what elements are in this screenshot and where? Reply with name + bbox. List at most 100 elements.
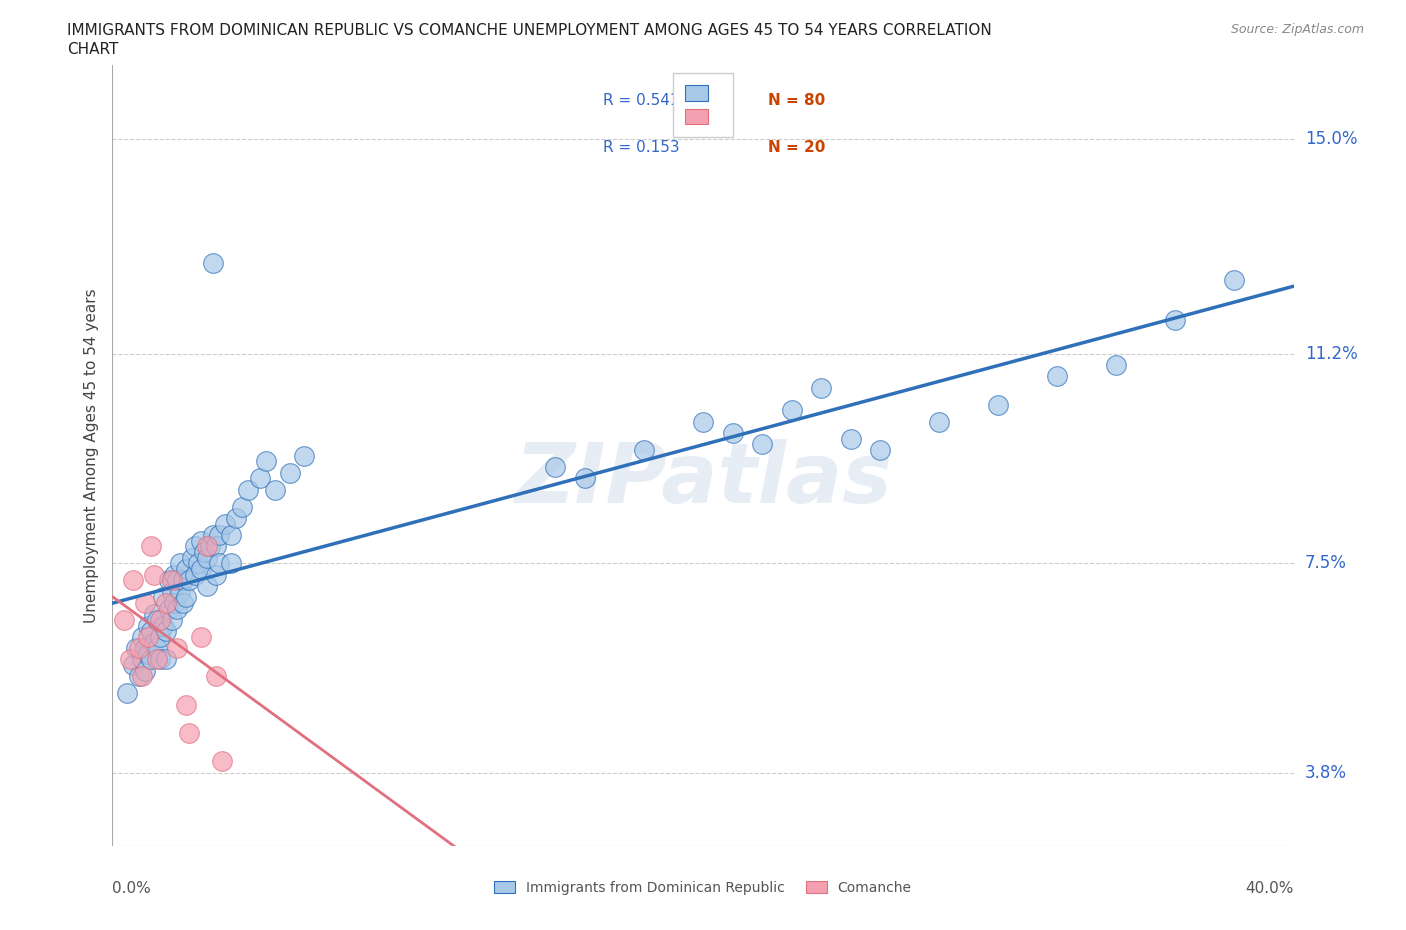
Text: R = 0.541: R = 0.541	[603, 93, 679, 108]
Point	[1046, 369, 1069, 384]
Point	[292, 448, 315, 463]
Point	[131, 630, 153, 644]
Point	[633, 443, 655, 458]
Point	[195, 551, 218, 565]
Point	[155, 624, 177, 639]
Point	[544, 459, 567, 474]
Text: N = 80: N = 80	[768, 93, 825, 108]
Text: 0.0%: 0.0%	[112, 881, 152, 896]
Point	[780, 403, 803, 418]
Point	[146, 641, 169, 656]
Point	[187, 556, 209, 571]
Point	[160, 573, 183, 588]
Point	[179, 573, 201, 588]
Point	[184, 538, 207, 553]
Point	[112, 613, 135, 628]
Point	[208, 556, 231, 571]
Y-axis label: Unemployment Among Ages 45 to 54 years: Unemployment Among Ages 45 to 54 years	[83, 288, 98, 623]
Point	[249, 471, 271, 485]
Point	[201, 527, 224, 542]
Point	[163, 567, 186, 582]
Point	[190, 630, 212, 644]
Point	[120, 652, 142, 667]
Point	[169, 584, 191, 599]
Text: IMMIGRANTS FROM DOMINICAN REPUBLIC VS COMANCHE UNEMPLOYMENT AMONG AGES 45 TO 54 : IMMIGRANTS FROM DOMINICAN REPUBLIC VS CO…	[67, 23, 993, 38]
Point	[149, 630, 172, 644]
Point	[160, 584, 183, 599]
Point	[157, 601, 180, 616]
Point	[142, 635, 165, 650]
Point	[134, 595, 156, 610]
Point	[231, 499, 253, 514]
Point	[174, 590, 197, 604]
Text: R = 0.153: R = 0.153	[603, 140, 679, 154]
Point	[166, 573, 188, 588]
Legend: Immigrants from Dominican Republic, Comanche: Immigrants from Dominican Republic, Coma…	[488, 874, 918, 902]
Point	[131, 652, 153, 667]
Point	[136, 646, 159, 661]
Point	[574, 471, 596, 485]
Point	[172, 595, 194, 610]
Point	[136, 618, 159, 633]
Point	[198, 538, 221, 553]
Point	[751, 437, 773, 452]
Point	[839, 432, 862, 446]
Point	[139, 624, 162, 639]
Point	[190, 533, 212, 548]
Point	[163, 595, 186, 610]
Text: ZIPatlas: ZIPatlas	[515, 439, 891, 520]
Point	[205, 538, 228, 553]
Point	[139, 652, 162, 667]
Point	[201, 256, 224, 271]
Point	[142, 606, 165, 621]
Point	[205, 567, 228, 582]
Point	[155, 652, 177, 667]
Point	[208, 527, 231, 542]
Point	[152, 590, 174, 604]
Point	[122, 658, 145, 672]
Point	[195, 538, 218, 553]
Text: 40.0%: 40.0%	[1246, 881, 1294, 896]
Point	[219, 527, 242, 542]
Text: 15.0%: 15.0%	[1305, 129, 1357, 148]
Point	[1223, 272, 1246, 287]
Point	[134, 663, 156, 678]
Point	[146, 652, 169, 667]
Text: Source: ZipAtlas.com: Source: ZipAtlas.com	[1230, 23, 1364, 36]
Point	[184, 567, 207, 582]
Text: N = 20: N = 20	[768, 140, 825, 154]
Point	[264, 483, 287, 498]
Text: 11.2%: 11.2%	[1305, 345, 1357, 363]
Point	[181, 551, 204, 565]
Point	[238, 483, 260, 498]
Point	[149, 652, 172, 667]
Point	[166, 601, 188, 616]
Point	[149, 613, 172, 628]
Point	[214, 516, 236, 531]
Point	[128, 669, 150, 684]
Point	[146, 613, 169, 628]
Point	[179, 725, 201, 740]
Point	[117, 686, 138, 701]
Point	[211, 754, 233, 769]
Point	[134, 641, 156, 656]
Point	[155, 595, 177, 610]
Point	[122, 573, 145, 588]
Point	[193, 544, 215, 559]
Point	[125, 641, 148, 656]
Point	[810, 380, 832, 395]
Point	[174, 698, 197, 712]
Point	[928, 414, 950, 429]
Point	[205, 669, 228, 684]
Point	[190, 562, 212, 577]
Text: CHART: CHART	[67, 42, 120, 57]
Point	[225, 511, 247, 525]
Point	[131, 669, 153, 684]
Point	[136, 630, 159, 644]
Point	[869, 443, 891, 458]
Point	[157, 573, 180, 588]
Text: 3.8%: 3.8%	[1305, 764, 1347, 782]
Point	[195, 578, 218, 593]
Point	[219, 556, 242, 571]
Point	[987, 397, 1010, 412]
